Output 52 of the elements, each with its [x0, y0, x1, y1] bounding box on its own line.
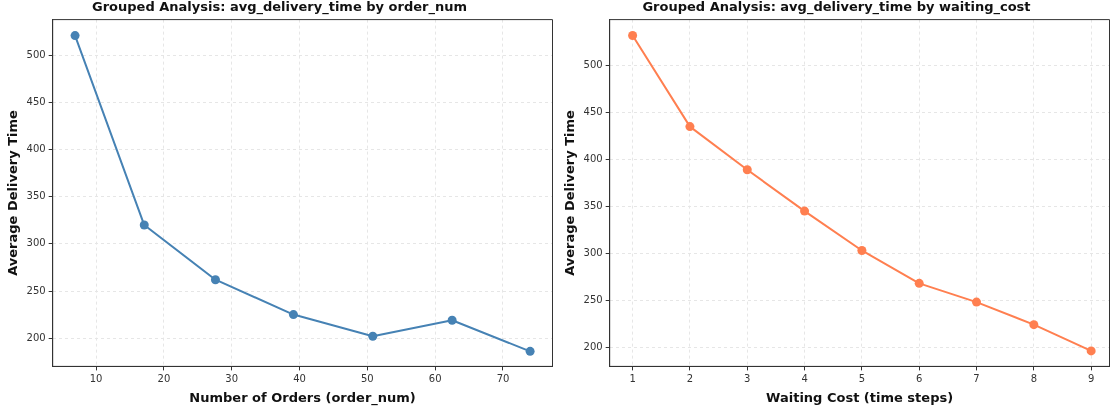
x-tick-label: 20	[157, 372, 171, 384]
x-tick-label: 40	[293, 372, 306, 384]
x-axis-title: Number of Orders (order_num)	[189, 389, 416, 406]
y-tick-label: 450	[583, 106, 603, 118]
point	[914, 278, 924, 288]
x-tick-label: 6	[916, 372, 923, 384]
point	[972, 297, 982, 307]
point	[288, 310, 298, 320]
chart-title: Grouped Analysis: avg_delivery_time by waiting_cost	[642, 0, 1031, 16]
x-tick-label: 1	[629, 372, 636, 384]
x-tick-label: 4	[801, 372, 808, 384]
point	[1086, 346, 1096, 356]
x-tick-label: 7	[973, 372, 980, 384]
y-tick-label: 300	[26, 237, 46, 249]
x-tick-label: 30	[225, 372, 239, 384]
point	[1029, 320, 1039, 330]
point	[447, 315, 457, 325]
point	[210, 275, 220, 285]
point	[525, 346, 535, 356]
y-tick-label: 250	[583, 293, 603, 305]
y-tick-label: 200	[583, 340, 603, 352]
x-tick-label: 9	[1087, 372, 1095, 384]
y-tick-label: 500	[26, 49, 46, 60]
x-tick-label: 60	[428, 372, 442, 384]
y-tick-label: 350	[583, 199, 603, 211]
point	[800, 206, 810, 216]
y-tick-label: 200	[26, 331, 46, 343]
y-tick-label: 350	[26, 190, 46, 202]
point	[742, 165, 752, 175]
x-tick-label: 50	[360, 372, 374, 384]
point	[685, 122, 695, 132]
y-tick-label: 500	[583, 59, 603, 71]
y-tick-label: 400	[26, 143, 46, 155]
x-tick-label: 5	[858, 372, 866, 384]
y-tick-label: 400	[583, 153, 603, 165]
point	[628, 31, 638, 41]
x-tick-label: 70	[496, 372, 510, 384]
point	[368, 331, 378, 341]
y-axis-title: Average Delivery Time	[5, 110, 21, 276]
x-tick-label: 10	[89, 372, 103, 384]
x-tick-label: 3	[744, 372, 751, 384]
y-tick-label: 450	[26, 96, 46, 108]
x-axis-title: Waiting Cost (time steps)	[766, 389, 954, 405]
point	[857, 245, 867, 255]
point	[139, 220, 149, 230]
y-tick-label: 250	[26, 284, 46, 296]
x-tick-label: 2	[686, 372, 694, 384]
x-tick-label: 8	[1030, 372, 1038, 384]
point	[70, 31, 80, 41]
y-axis-title: Average Delivery Time	[562, 110, 578, 276]
chart-title: Grouped Analysis: avg_delivery_time by order_num	[92, 0, 467, 16]
y-tick-label: 300	[583, 246, 603, 258]
